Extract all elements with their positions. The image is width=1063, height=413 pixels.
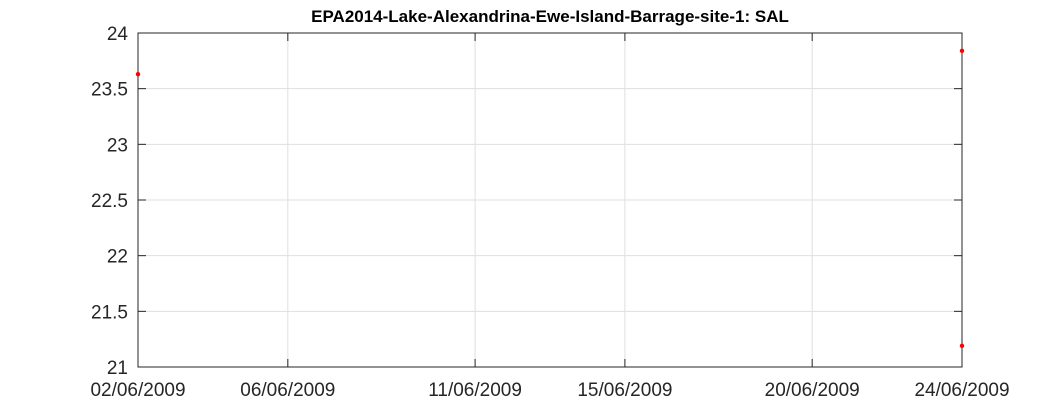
y-tick-label: 22.5 — [91, 191, 128, 212]
axis-ticks — [137, 32, 963, 368]
y-tick-label: 23.5 — [91, 80, 128, 101]
y-tick-label: 24 — [107, 24, 129, 45]
x-tick-label: 11/06/2009 — [428, 380, 522, 401]
y-tick-label: 21.5 — [91, 302, 128, 323]
x-tick-label: 15/06/2009 — [577, 380, 672, 401]
y-tick-label: 22 — [107, 247, 128, 268]
data-point — [959, 48, 965, 54]
chart-title: EPA2014-Lake-Alexandrina-Ewe-Island-Barr… — [311, 7, 789, 26]
x-tick-label: 24/06/2009 — [914, 380, 1009, 401]
tick-labels: 02/06/2009 06/06/2009 11/06/2009 15/06/2009… — [90, 24, 1009, 401]
data-points — [135, 48, 965, 349]
x-tick-label: 20/06/2009 — [765, 380, 860, 401]
data-point — [135, 71, 141, 77]
x-tick-label: 06/06/2009 — [240, 380, 335, 401]
grid-lines — [137, 32, 963, 368]
y-tick-label: 23 — [107, 135, 128, 156]
y-tick-label: 21 — [107, 358, 128, 379]
data-point — [959, 343, 965, 349]
x-tick-label: 02/06/2009 — [90, 380, 185, 401]
